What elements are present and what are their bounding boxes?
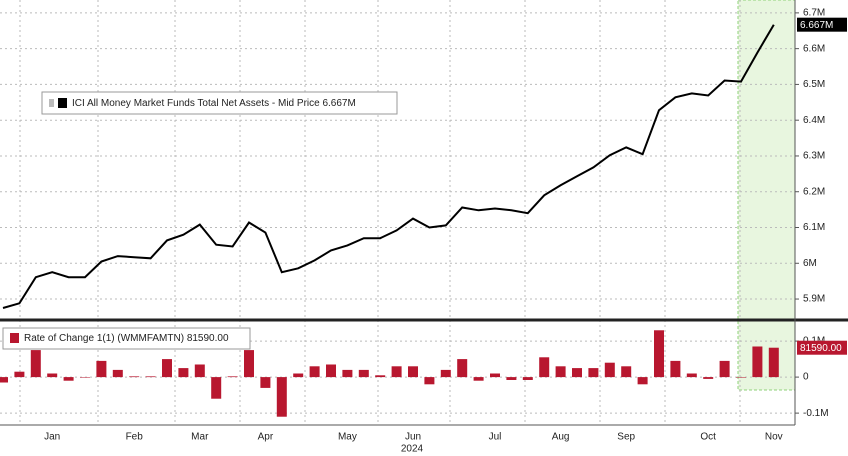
x-tick-label: Jun xyxy=(405,432,421,443)
value-label-box xyxy=(797,340,847,355)
x-tick-label: Nov xyxy=(765,432,783,443)
bar xyxy=(768,347,779,378)
y-tick-label: -0.1M xyxy=(803,408,829,419)
bar xyxy=(506,377,517,380)
bar xyxy=(145,376,156,378)
y-tick-label: 5.9M xyxy=(803,294,825,305)
bar xyxy=(703,377,714,379)
bar xyxy=(604,362,615,378)
bar xyxy=(490,373,500,378)
bar xyxy=(539,357,550,378)
bar xyxy=(194,364,205,378)
bar xyxy=(391,366,402,378)
value-label-box xyxy=(797,17,847,32)
x-tick-label: Sep xyxy=(617,432,635,443)
x-tick-label: Jan xyxy=(44,432,60,443)
legend-box xyxy=(2,327,251,350)
bar xyxy=(670,360,681,378)
y-tick-label: 0 xyxy=(803,372,809,383)
y-tick-label: 6.2M xyxy=(803,186,825,197)
highlight-region xyxy=(737,0,796,391)
bar xyxy=(293,373,304,378)
x-tick-label: Mar xyxy=(191,432,209,443)
bar xyxy=(686,373,697,378)
bar xyxy=(621,366,632,378)
bar xyxy=(227,376,238,378)
legend-top: ICI All Money Market Funds Total Net Ass… xyxy=(41,91,398,115)
bar xyxy=(637,377,648,385)
legend-label: ICI All Money Market Funds Total Net Ass… xyxy=(72,98,356,109)
y-tick-label: 6M xyxy=(803,258,817,269)
y-tick-label: 6.6M xyxy=(803,43,825,54)
legend-swatch xyxy=(10,333,19,343)
bar xyxy=(654,330,664,378)
bar xyxy=(358,369,369,378)
bar xyxy=(440,369,451,378)
legend-label: Rate of Change 1(1) (WMMFAMTN) 81590.00 xyxy=(24,333,229,344)
x-tick-label: Aug xyxy=(552,432,570,443)
y-tick-label: 6.7M xyxy=(803,8,825,19)
bar xyxy=(588,368,599,378)
x-tick-label: Oct xyxy=(700,432,716,443)
bar xyxy=(342,369,353,378)
value-label: 6.667M xyxy=(800,20,833,31)
bar xyxy=(211,377,222,399)
bar xyxy=(457,359,468,378)
bar xyxy=(260,377,271,388)
bar xyxy=(30,350,41,378)
bar xyxy=(0,377,8,383)
y-tick-label: 6.3M xyxy=(803,151,825,162)
month-gridlines xyxy=(19,0,741,425)
x-tick-label: Jul xyxy=(489,432,502,443)
legend-handle xyxy=(49,99,54,107)
bar xyxy=(63,377,74,381)
bar xyxy=(326,364,336,378)
bar xyxy=(178,368,189,378)
line xyxy=(2,24,775,309)
bar xyxy=(752,346,763,378)
bar xyxy=(47,373,58,378)
bar xyxy=(14,371,25,378)
value-label: 81590.00 xyxy=(800,343,842,354)
bar xyxy=(572,368,582,378)
bar xyxy=(112,369,123,378)
bar xyxy=(276,377,287,417)
x-tick-label: Apr xyxy=(258,432,274,443)
x-tick-label: Feb xyxy=(126,432,144,443)
bar xyxy=(309,366,320,378)
bar xyxy=(244,350,254,378)
x-tick-label: May xyxy=(338,432,357,443)
bar xyxy=(408,366,418,378)
legend-bottom: Rate of Change 1(1) (WMMFAMTN) 81590.00 xyxy=(2,327,251,350)
marks xyxy=(0,12,795,417)
x-axis-label: 2024 xyxy=(401,444,424,455)
bar xyxy=(96,360,107,378)
bar xyxy=(522,377,533,380)
y-tick-label: 6.5M xyxy=(803,79,825,90)
bar xyxy=(129,376,140,378)
bar xyxy=(555,366,566,378)
legend-swatch xyxy=(58,98,67,108)
y-tick-label: 6.1M xyxy=(803,222,825,233)
bar xyxy=(375,375,386,378)
bar xyxy=(719,360,730,378)
y-tick-label: 6.4M xyxy=(803,115,825,126)
bar xyxy=(80,377,90,378)
legend-box xyxy=(41,91,398,115)
bar xyxy=(424,377,435,385)
bar xyxy=(162,359,172,378)
bar xyxy=(736,377,746,378)
bar xyxy=(473,377,484,381)
